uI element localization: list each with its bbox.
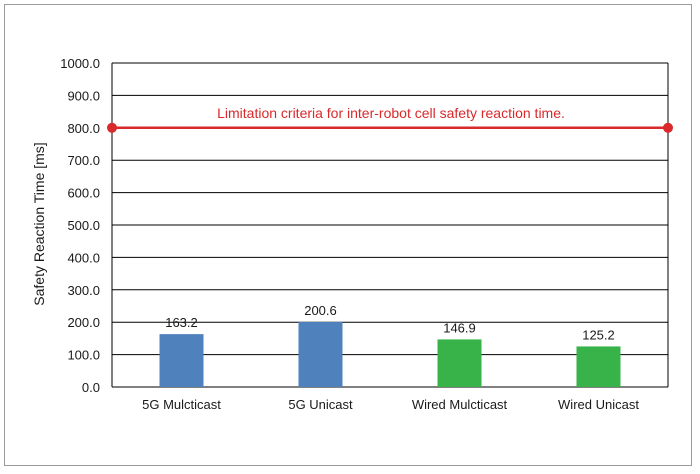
y-tick-label: 0.0 [82, 380, 100, 395]
y-tick-label: 400.0 [67, 250, 100, 265]
y-axis-label: Safety Reaction Time [ms] [31, 142, 47, 305]
threshold-label: Limitation criteria for inter-robot cell… [217, 105, 565, 121]
threshold-marker-left [107, 122, 117, 133]
bar-0 [159, 334, 204, 387]
bar-3 [576, 346, 621, 387]
y-tick-label: 300.0 [67, 283, 100, 298]
chart-frame [4, 4, 692, 466]
x-category-label: 5G Unicast [288, 397, 353, 412]
y-tick-label: 600.0 [67, 186, 100, 201]
threshold-marker-right [663, 122, 673, 133]
data-labels: 163.2 200.6 146.9 125.2 [165, 303, 615, 342]
threshold-group: Limitation criteria for inter-robot cell… [107, 105, 673, 133]
data-label: 146.9 [443, 320, 476, 335]
y-tick-label: 200.0 [67, 315, 100, 330]
y-tick-label: 500.0 [67, 218, 100, 233]
x-category-label: Wired Unicast [558, 397, 639, 412]
data-label: 163.2 [165, 315, 198, 330]
y-tick-label: 700.0 [67, 153, 100, 168]
data-label: 200.6 [304, 303, 337, 318]
y-tick-label: 100.0 [67, 348, 100, 363]
y-tick-label: 1000.0 [60, 56, 100, 71]
x-category-label: Wired Mulcticast [412, 397, 508, 412]
y-tick-label: 900.0 [67, 88, 100, 103]
bars [159, 322, 621, 387]
x-axis-categories: 5G Mulcticast 5G Unicast Wired Mulcticast W… [142, 397, 639, 412]
y-axis-ticks: 0.0 100.0 200.0 300.0 400.0 500.0 600.0 700.0 80… [60, 56, 100, 395]
bar-1 [298, 322, 343, 387]
x-category-label: 5G Mulcticast [142, 397, 221, 412]
y-tick-label: 800.0 [67, 121, 100, 136]
bar-2 [437, 339, 482, 387]
data-label: 125.2 [582, 327, 615, 342]
